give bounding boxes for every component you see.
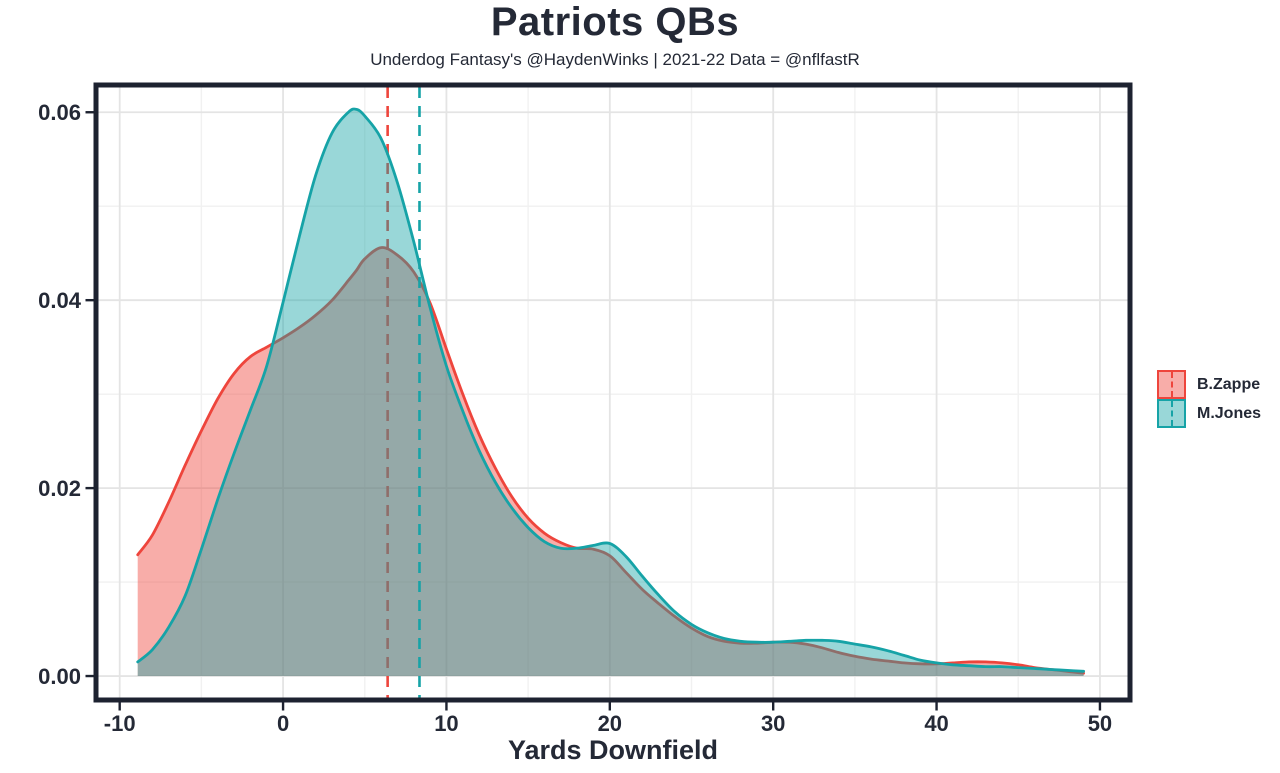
legend-item-jones: M.Jones (1157, 399, 1261, 428)
legend-label-jones: M.Jones (1197, 404, 1262, 422)
x-axis-title: Yards Downfield (508, 735, 718, 765)
x-tick-label: 40 (924, 711, 948, 736)
x-tick-label: 20 (598, 711, 622, 736)
x-tick-label: 50 (1088, 711, 1112, 736)
x-tick-label: 10 (434, 711, 458, 736)
y-tick-label: 0.04 (38, 288, 82, 313)
y-tick-label: 0.06 (38, 100, 81, 125)
axis-ticks (85, 111, 1102, 711)
legend-label-zappe: B.Zappe (1197, 375, 1261, 393)
axis-tick-labels: -10 0 10 20 30 40 50 0.00 0.02 0.04 0.06 (38, 100, 1112, 736)
density-areas (136, 87, 1085, 698)
legend-item-zappe: B.Zappe (1157, 370, 1261, 399)
legend-key-zappe (1157, 370, 1186, 399)
density-line-zappe (136, 246, 1085, 675)
chart-subtitle: Underdog Fantasy's @HaydenWinks | 2021-2… (370, 50, 860, 69)
legend-key-dashed-line (1170, 372, 1173, 397)
density-line-jones (136, 107, 1085, 673)
y-tick-label: 0.02 (38, 476, 81, 501)
density-area-jones (137, 108, 1084, 677)
legend-key-dashed-line (1170, 401, 1173, 426)
gridlines-major (96, 85, 1130, 700)
x-tick-label: -10 (104, 711, 136, 736)
legend: B.Zappe M.Jones (1157, 370, 1261, 428)
panel-border (93, 82, 1133, 703)
density-area-zappe (137, 247, 1084, 676)
y-tick-label: 0.00 (38, 664, 81, 689)
gridlines-minor (96, 85, 1130, 700)
x-tick-label: 0 (277, 711, 289, 736)
chart-title: Patriots QBs (490, 0, 740, 44)
legend-key-jones (1157, 399, 1186, 428)
x-tick-label: 30 (761, 711, 785, 736)
